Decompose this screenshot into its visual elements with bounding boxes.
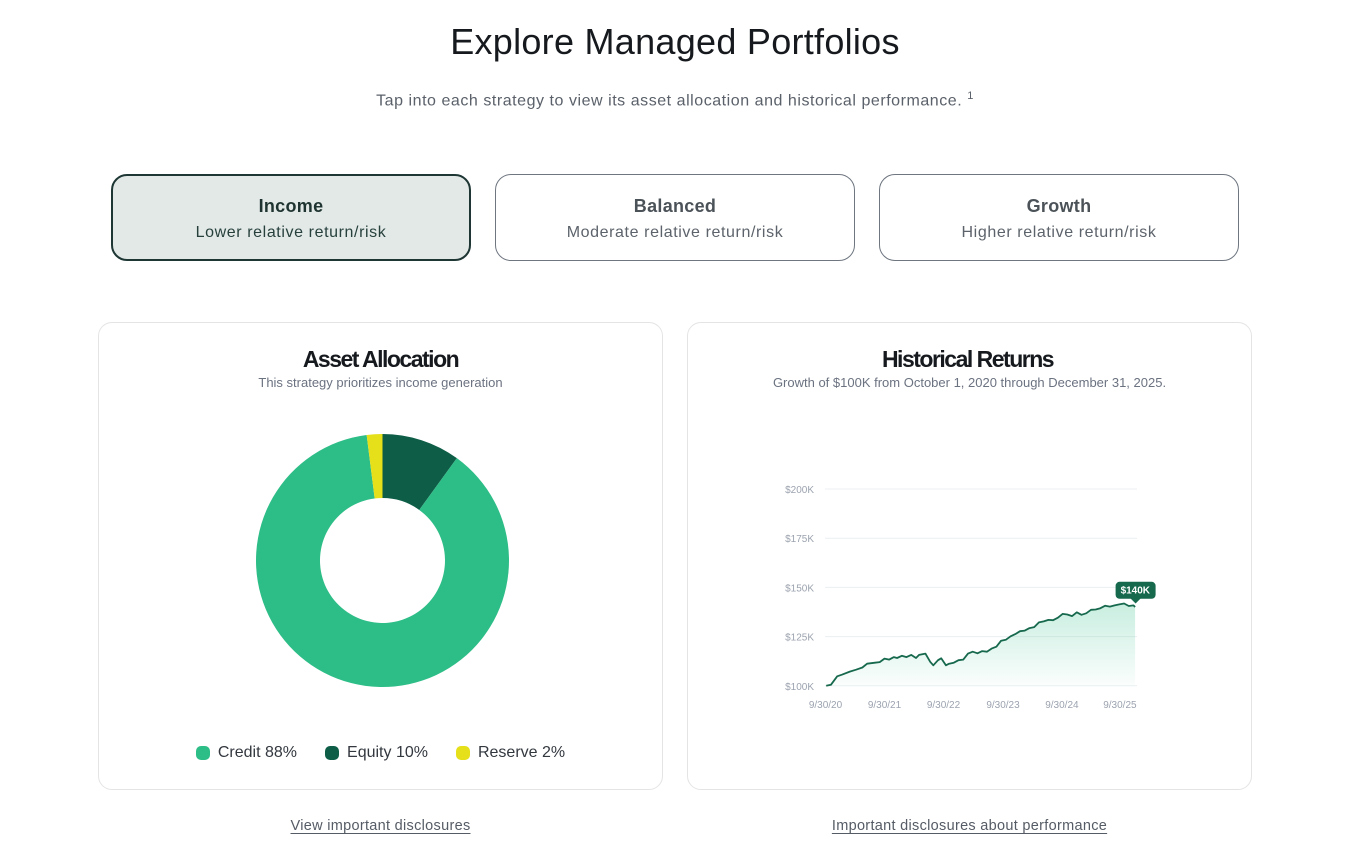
svg-text:9/30/25: 9/30/25 xyxy=(1103,700,1137,711)
svg-text:$100K: $100K xyxy=(785,682,814,693)
svg-text:9/30/24: 9/30/24 xyxy=(1045,700,1079,711)
svg-text:9/30/20: 9/30/20 xyxy=(809,700,843,711)
svg-text:$150K: $150K xyxy=(785,583,814,594)
svg-text:$125K: $125K xyxy=(785,633,814,644)
svg-text:$140K: $140K xyxy=(1121,586,1151,597)
svg-text:$175K: $175K xyxy=(785,534,814,545)
svg-text:9/30/22: 9/30/22 xyxy=(927,700,961,711)
svg-text:$200K: $200K xyxy=(785,485,814,496)
svg-text:9/30/21: 9/30/21 xyxy=(868,700,902,711)
svg-text:9/30/23: 9/30/23 xyxy=(986,700,1020,711)
